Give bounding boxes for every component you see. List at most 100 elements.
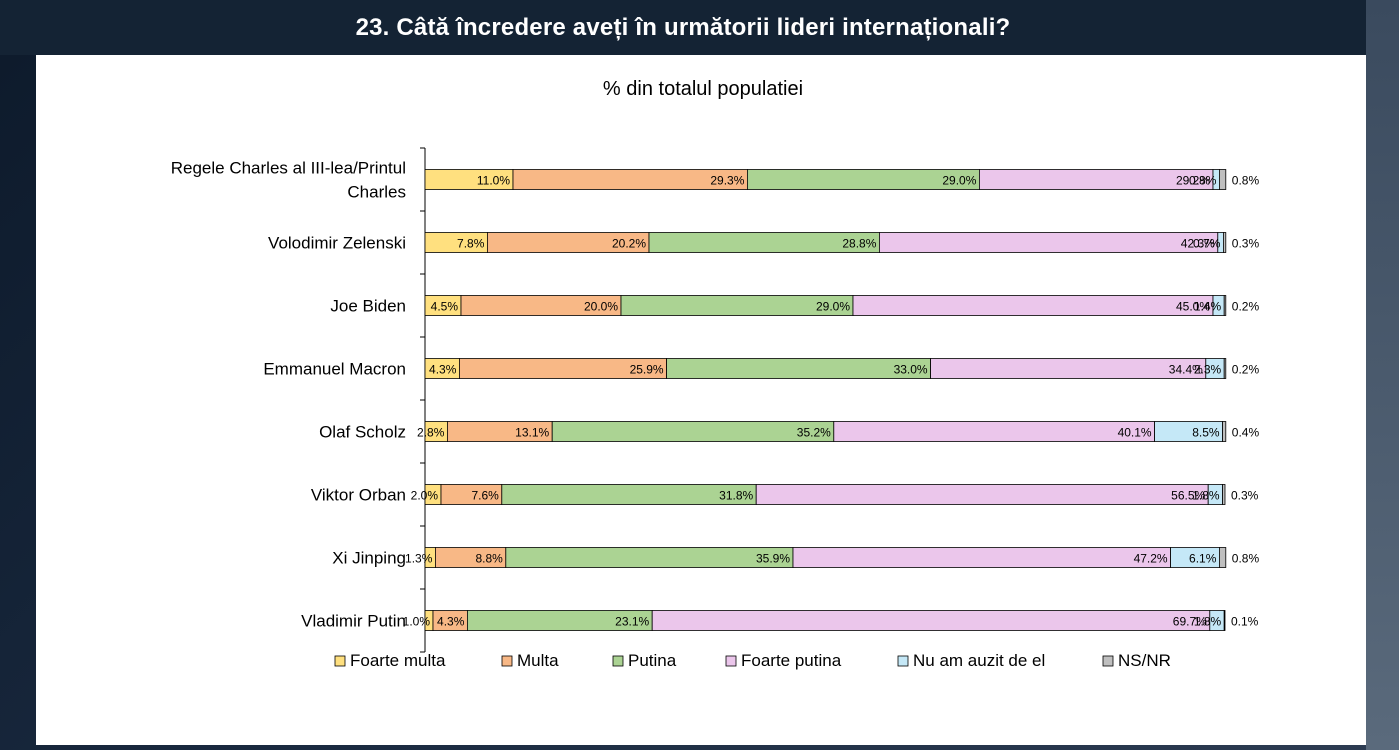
data-label: 8.5% [1192,426,1220,440]
data-label: 69.7% [1173,615,1207,629]
bar-segment [755,484,1209,505]
legend-label: Foarte multa [350,651,446,670]
legend-swatch [501,655,513,667]
chart-panel: % din totalul populatiei Regele Charles … [36,55,1366,745]
data-label: 0.1% [1231,615,1259,629]
data-label: 0.3% [1231,489,1259,503]
legend-label: Multa [517,651,559,670]
bar-segment [1223,358,1227,379]
data-label: 0.3% [1232,237,1260,251]
data-label: 20.0% [584,300,618,314]
legend-swatch [1102,655,1114,667]
data-label: 1.4% [1194,300,1222,314]
category-label-line: Vladimir Putin [301,612,406,631]
data-label: 47.2% [1134,552,1168,566]
bar-segment [1223,610,1226,631]
data-label: 31.8% [719,489,753,503]
data-label: 45.0% [1176,300,1210,314]
data-label: 8.8% [475,552,503,566]
data-label: 0.2% [1232,363,1260,377]
page-title: 23. Câtă încredere aveți în următorii li… [355,13,1011,41]
y-axis-ticks [420,147,425,653]
data-label: 29.3% [710,174,744,188]
data-label: 1.0% [403,615,431,629]
data-label: 28.8% [842,237,876,251]
data-label: 11.0% [477,174,510,188]
legend-label: Putina [628,651,677,670]
bar-segment [1222,484,1226,505]
data-label: 34.4% [1169,363,1203,377]
data-label: 35.2% [797,426,831,440]
legend: Foarte multa Multa Putina Foarte putina Nu a… [334,651,1171,670]
data-label: 1.3% [405,552,433,566]
category-label-line: Joe Biden [330,297,406,316]
data-label: 2.0% [411,489,439,503]
data-label: 4.3% [437,615,465,629]
data-label: 7.8% [457,237,485,251]
legend-swatch [612,655,624,667]
data-label: 42.3% [1181,237,1215,251]
data-label: 2.8% [417,426,445,440]
legend-swatch [725,655,737,667]
data-label: 4.3% [429,363,457,377]
data-label: 56.5% [1171,489,1205,503]
legend-label: Nu am auzit de el [913,651,1045,670]
data-label: 33.0% [894,363,928,377]
data-label: 1.8% [1192,489,1220,503]
bar-segment [930,358,1207,379]
bar-segment [1223,295,1227,316]
category-label: Olaf Scholz [319,423,406,442]
data-label: 0.8% [1189,174,1217,188]
bar-segment [852,295,1214,316]
data-label: 0.7% [1193,237,1221,251]
bar-segment [879,232,1219,253]
data-label: 25.9% [630,363,664,377]
data-label: 29.2% [1176,174,1210,188]
data-label: 7.6% [471,489,499,503]
data-label: 0.8% [1232,552,1260,566]
category-label: Joe Biden [330,297,406,316]
data-label: 0.8% [1232,174,1260,188]
bar-segment [1222,421,1227,442]
legend-swatch [334,655,346,667]
data-label: 4.5% [431,300,459,314]
category-labels: Regele Charles al III-lea/Printul Charles… [171,159,406,631]
data-label: 23.1% [615,615,649,629]
bar-segment [792,547,1172,568]
category-label-line: Emmanuel Macron [263,360,406,379]
data-label: 1.8% [1194,615,1222,629]
data-label: 2.3% [1194,363,1222,377]
category-label-line: Olaf Scholz [319,423,406,442]
data-label: 29.0% [816,300,850,314]
category-label: Volodimir Zelenski [268,234,406,253]
bar-segment [1219,169,1227,190]
bar-segment [666,358,931,379]
category-label-line: Volodimir Zelenski [268,234,406,253]
chart-title: % din totalul populatiei [603,78,803,100]
bar-segment [505,547,794,568]
category-label: Vladimir Putin [301,612,406,631]
bar-segment [501,484,757,505]
category-label-line: Charles [347,183,406,202]
legend-label: NS/NR [1118,651,1171,670]
category-label: Regele Charles al III-lea/Printul Charles [171,159,406,202]
title-bar: 23. Câtă încredere aveți în următorii li… [0,0,1366,55]
legend-label: Foarte putina [741,651,842,670]
bar-segment [833,421,1155,442]
category-label: Emmanuel Macron [263,360,406,379]
bar-segment [651,610,1211,631]
bar-segment [1219,547,1227,568]
category-label-line: Xi Jinping [332,549,406,568]
legend-swatch [897,655,909,667]
data-label: 0.2% [1232,300,1260,314]
category-label-line: Viktor Orban [311,486,406,505]
stacked-bar-chart: % din totalul populatiei Regele Charles … [171,78,1260,670]
bar-segment [1223,232,1227,253]
data-label: 20.2% [612,237,646,251]
data-label: 29.0% [942,174,976,188]
data-label: 0.4% [1232,426,1260,440]
data-label: 35.9% [756,552,790,566]
category-label-line: Regele Charles al III-lea/Printul [171,159,406,178]
bar-segment [551,421,835,442]
data-label: 6.1% [1189,552,1217,566]
